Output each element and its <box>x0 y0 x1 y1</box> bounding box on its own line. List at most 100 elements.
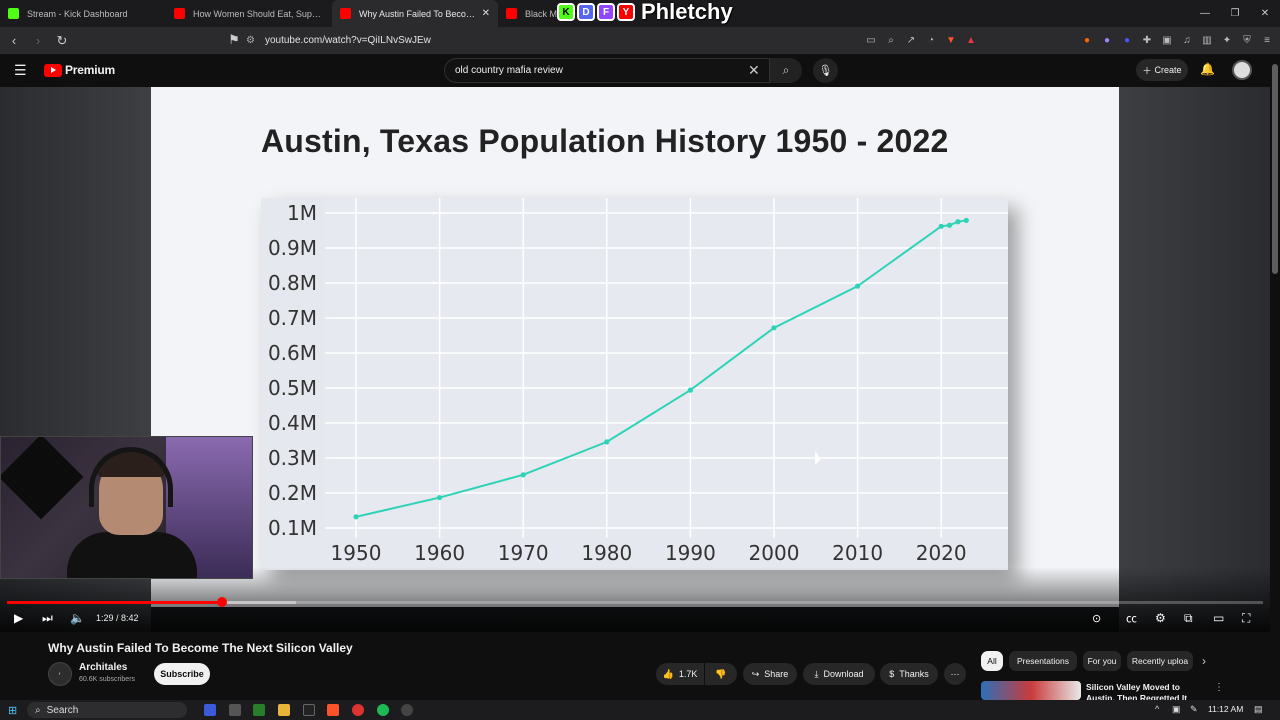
extension-blue-icon[interactable]: ● <box>1123 34 1131 46</box>
tab-kick-dashboard[interactable]: Stream - Kick Dashboard <box>0 0 166 27</box>
cast-icon[interactable]: ▭ <box>866 34 876 46</box>
network-icon[interactable]: ▣ <box>1172 704 1181 714</box>
extensions-puzzle-icon[interactable]: ✚ <box>1142 34 1152 46</box>
wall-decor <box>1 437 84 520</box>
share-button[interactable]: ↪ Share <box>743 663 797 685</box>
tab-title: Stream - Kick Dashboard <box>27 8 128 19</box>
extension-purple-icon[interactable]: ● <box>1103 34 1111 46</box>
data-point <box>946 222 953 228</box>
file-explorer-icon[interactable] <box>278 704 290 716</box>
sidebar-icon[interactable]: ▥ <box>1202 34 1212 46</box>
data-point <box>687 387 693 393</box>
pen-icon[interactable]: ✎ <box>1190 704 1198 714</box>
forward-icon[interactable]: › <box>35 33 41 48</box>
youtube-logo[interactable]: Premium <box>44 63 115 77</box>
thanks-button[interactable]: $ Thanks <box>880 663 938 685</box>
tray-chevron-icon[interactable]: ^ <box>1155 704 1160 714</box>
hamburger-menu-icon[interactable]: ☰ <box>14 62 27 78</box>
fullscreen-button[interactable]: ⛶ <box>1242 609 1250 627</box>
y-tick-label: 0.4M <box>268 411 317 435</box>
minimize-icon[interactable]: — <box>1200 8 1210 19</box>
wallet-icon[interactable]: ▣ <box>1162 34 1172 46</box>
progress-bar[interactable] <box>7 597 1263 607</box>
store-icon[interactable] <box>253 704 265 716</box>
captions-button[interactable]: ㏄ <box>1126 609 1137 627</box>
close-tab-icon[interactable]: ✕ <box>481 8 490 19</box>
share-page-icon[interactable]: ↗ <box>906 34 916 46</box>
back-icon[interactable]: ‹ <box>11 33 17 48</box>
bookmark-icon[interactable]: ⚑ <box>228 32 240 47</box>
obs-icon[interactable] <box>352 704 364 716</box>
chip-recently-uploaded[interactable]: Recently uploa <box>1127 651 1193 671</box>
create-button[interactable]: ＋ Create <box>1136 59 1188 81</box>
recommendation-more-icon[interactable]: ⋮ <box>1214 682 1224 693</box>
search-input[interactable]: old country mafia review <box>444 58 770 83</box>
like-button[interactable]: 👍 1.7K <box>656 663 704 685</box>
notifications-bell-icon[interactable]: 🔔 <box>1200 62 1215 76</box>
y-tick-label: 0.5M <box>268 376 317 400</box>
scrollbar-thumb[interactable] <box>1272 64 1278 274</box>
clear-search-icon[interactable]: ✕ <box>748 62 760 78</box>
spotify-icon[interactable] <box>377 704 389 716</box>
miniplayer-button[interactable]: ⧉ <box>1184 609 1193 627</box>
play-button[interactable]: ▶ <box>14 609 23 627</box>
tab-black-myth[interactable]: Black Myth <box>498 0 664 27</box>
brave-shield-icon[interactable]: ▼ <box>946 34 956 46</box>
notification-center-icon[interactable]: ▤ <box>1254 704 1263 714</box>
terminal-icon[interactable] <box>303 704 315 716</box>
rss-icon[interactable]: ◔ <box>927 34 935 46</box>
channel-avatar[interactable]: ◐ <box>48 662 72 686</box>
url-field[interactable]: ⚙ youtube.com/watch?v=QiILNvSwJEw <box>246 29 966 51</box>
extension-fox-icon[interactable]: ● <box>1083 34 1091 46</box>
x-tick-label: 1990 <box>665 541 716 565</box>
chips-next-icon[interactable]: › <box>1202 654 1206 668</box>
settings-app-icon[interactable] <box>401 704 413 716</box>
chip-presentations[interactable]: Presentations <box>1009 651 1077 671</box>
recommendation-title[interactable]: Silicon Valley Moved to Austin. Then Reg… <box>1086 682 1188 700</box>
settings-button[interactable]: ⚙ <box>1155 609 1166 627</box>
recommendation-thumbnail[interactable] <box>981 681 1081 700</box>
brave-browser-icon[interactable] <box>327 704 339 716</box>
channel-name[interactable]: Architales <box>79 662 128 673</box>
tab-women-eat[interactable]: How Women Should Eat, Supplement <box>166 0 332 27</box>
data-point <box>437 494 443 501</box>
address-bar-row: ‹ › ↻ ⚑ ⚙ youtube.com/watch?v=QiILNvSwJE… <box>0 27 1280 54</box>
tab-why-austin[interactable]: Why Austin Failed To Become Th ✕ <box>332 0 498 27</box>
close-window-icon[interactable]: ✕ <box>1260 8 1270 19</box>
play-icon: ▶ <box>14 611 24 625</box>
media-icon[interactable]: ♫ <box>1183 34 1191 46</box>
account-avatar[interactable] <box>1232 60 1252 80</box>
download-button[interactable]: ⤓ Download <box>803 663 875 685</box>
autoplay-toggle[interactable]: ⊙ <box>1092 609 1101 627</box>
next-button[interactable]: ⏭ <box>42 609 53 627</box>
reload-icon[interactable]: ↻ <box>56 32 68 48</box>
more-icon: ⋯ <box>950 668 960 679</box>
taskbar-search[interactable]: ⌕ Search <box>27 702 187 718</box>
captions-icon: ㏄ <box>1126 613 1137 625</box>
page-scrollbar[interactable] <box>1270 54 1280 700</box>
vpn-icon[interactable]: ⛨ <box>1243 34 1251 46</box>
task-view-icon[interactable] <box>229 704 241 716</box>
scrubber-handle[interactable] <box>216 597 227 607</box>
restore-icon[interactable]: ❐ <box>1230 8 1240 19</box>
more-actions-button[interactable]: ⋯ <box>944 663 966 685</box>
volume-button[interactable]: 🔈 <box>70 609 85 627</box>
rewards-icon[interactable]: ▲ <box>966 34 976 46</box>
copilot-icon[interactable] <box>204 704 216 716</box>
chip-all[interactable]: All <box>981 651 1003 671</box>
chip-for-you[interactable]: For you <box>1083 651 1121 671</box>
theater-button[interactable]: ▭ <box>1213 609 1224 627</box>
menu-icon[interactable]: ≡ <box>1264 34 1270 46</box>
zoom-icon[interactable]: ⌕ <box>888 34 894 46</box>
x-tick-label: 1980 <box>581 541 632 565</box>
data-point <box>771 325 777 331</box>
leo-ai-icon[interactable]: ✦ <box>1222 34 1232 46</box>
subscribe-button[interactable]: Subscribe <box>154 663 210 685</box>
site-info-icon[interactable]: ⚙ <box>246 34 255 46</box>
youtube-favicon-icon <box>174 8 185 19</box>
voice-search-button[interactable]: 🎙 <box>813 58 838 83</box>
windows-start-icon[interactable]: ⊞ <box>8 705 18 717</box>
y-tick-label: 0.8M <box>268 271 317 295</box>
search-button[interactable]: ⌕ <box>770 58 802 83</box>
dislike-button[interactable]: 👎 <box>705 663 737 685</box>
